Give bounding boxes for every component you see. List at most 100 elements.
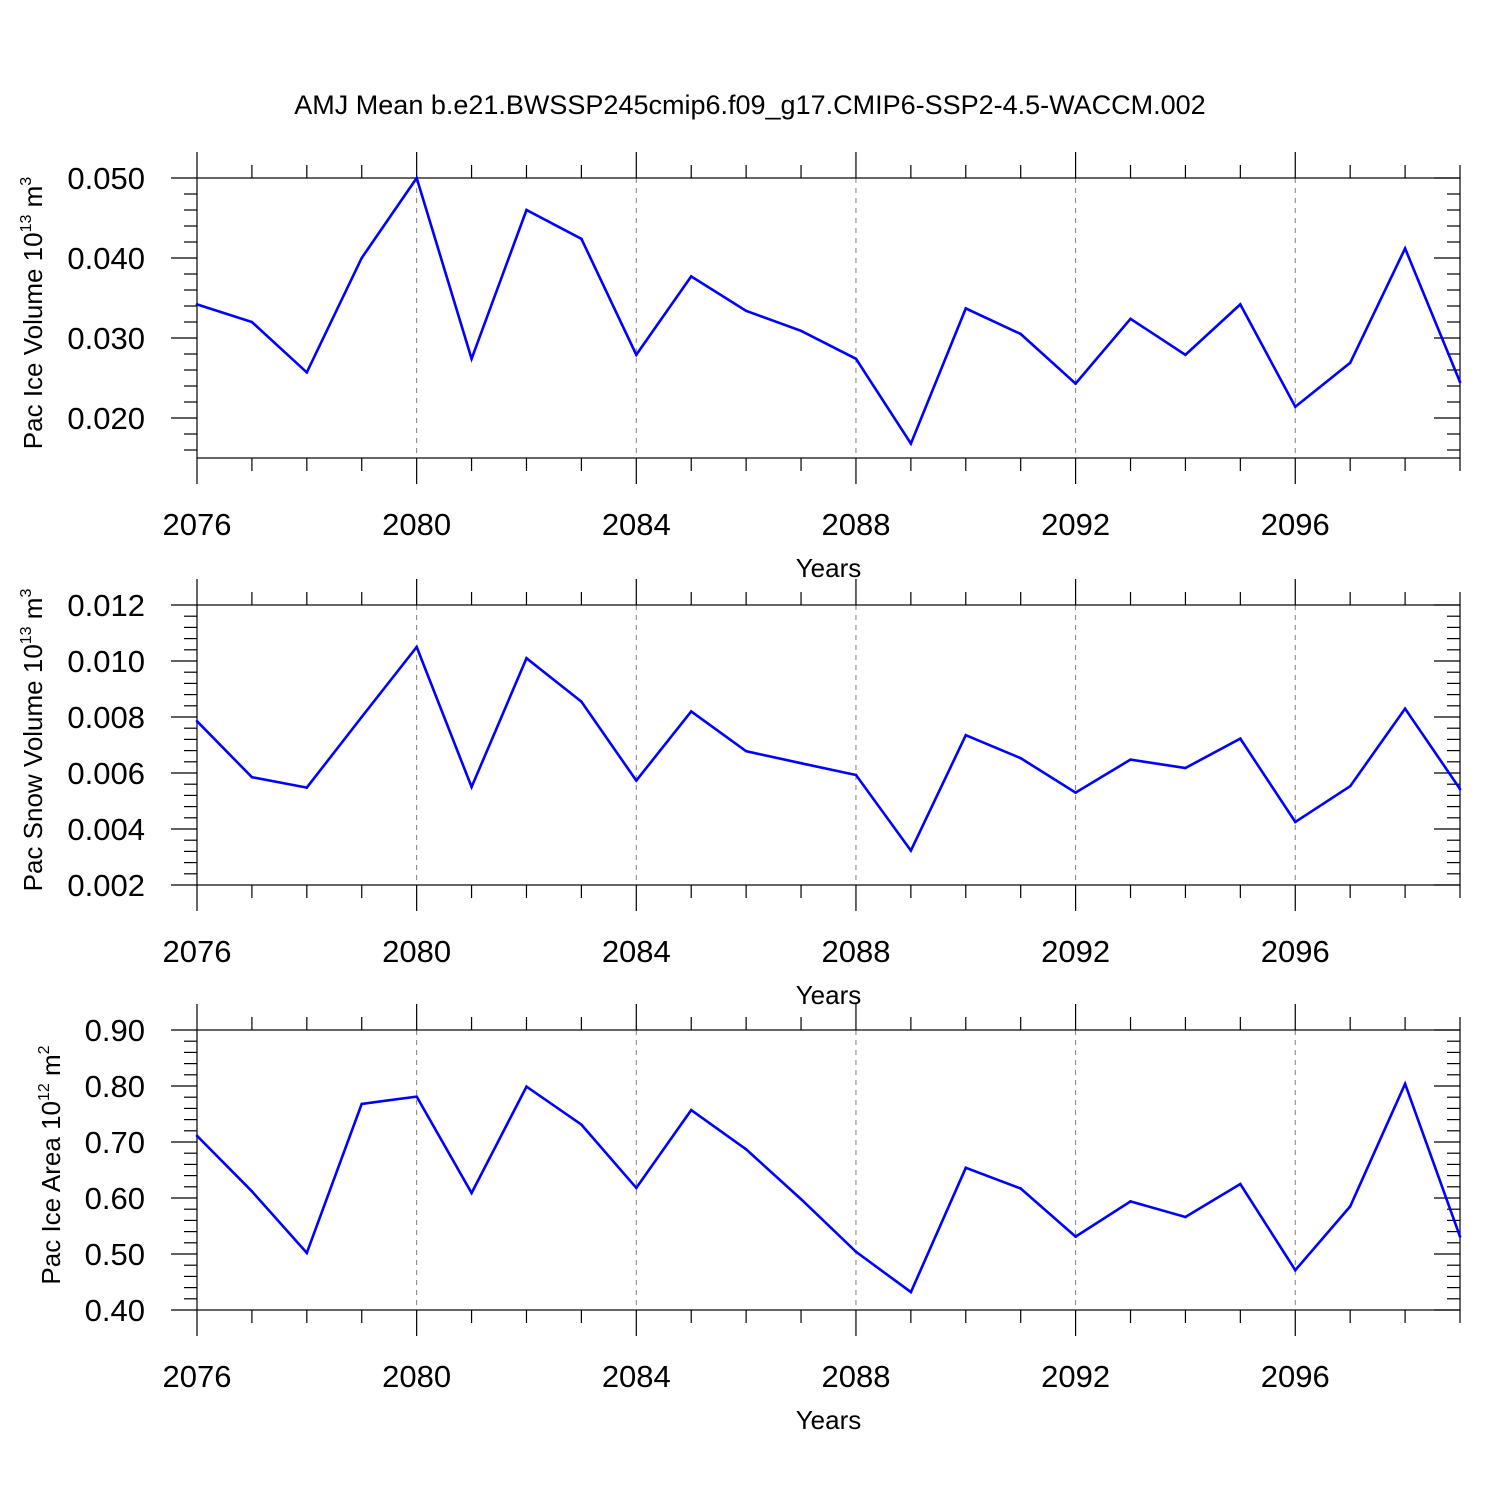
y-tick-label: 0.006 bbox=[67, 756, 145, 791]
x-tick-label: 2080 bbox=[382, 1359, 451, 1394]
x-tick-label: 2084 bbox=[602, 1359, 671, 1394]
data-point bbox=[635, 779, 638, 782]
data-point bbox=[1458, 787, 1462, 791]
data-point bbox=[1074, 791, 1077, 794]
y-tick-label: 0.90 bbox=[85, 1013, 145, 1048]
y-axis-label: Pac Snow Volume 1013 m3 bbox=[18, 589, 48, 892]
x-tick-label: 2088 bbox=[821, 507, 890, 542]
data-point bbox=[195, 719, 199, 723]
y-axis-label-exponent: 13 bbox=[18, 626, 35, 644]
x-tick-label: 2084 bbox=[602, 934, 671, 969]
x-tick-label: 2092 bbox=[1041, 507, 1110, 542]
x-tick-label: 2096 bbox=[1261, 507, 1330, 542]
data-point bbox=[799, 329, 803, 333]
x-tick-label: 2096 bbox=[1261, 934, 1330, 969]
y-axis-label: Pac Ice Area 1012 m2 bbox=[36, 1045, 66, 1284]
data-point bbox=[1403, 707, 1407, 710]
plot-frame bbox=[196, 1029, 1461, 1311]
panel-1: 0.020 0.030 0.040 0.050 2076 2080 2084 2088 2092… bbox=[18, 152, 1462, 583]
x-tick-label: 2076 bbox=[163, 934, 232, 969]
data-point bbox=[250, 775, 254, 779]
data-point bbox=[689, 1108, 693, 1112]
x-tick-label: 2088 bbox=[821, 1359, 890, 1394]
x-tick-label: 2080 bbox=[382, 507, 451, 542]
x-tick-label: 2080 bbox=[382, 934, 451, 969]
plot-frame bbox=[196, 177, 1461, 459]
y-tick-label: 0.020 bbox=[67, 401, 145, 436]
data-point bbox=[1019, 332, 1022, 336]
data-point bbox=[1239, 737, 1242, 740]
data-point bbox=[1074, 1235, 1077, 1238]
data-point bbox=[1348, 361, 1352, 365]
data-point bbox=[415, 1095, 418, 1098]
data-point bbox=[964, 1166, 968, 1170]
y-tick-label: 0.030 bbox=[67, 321, 145, 356]
data-point bbox=[1129, 1200, 1132, 1203]
data-point bbox=[360, 715, 364, 719]
data-point bbox=[1019, 756, 1022, 760]
data-point bbox=[470, 785, 473, 789]
series-line bbox=[196, 175, 1462, 447]
y-axis-label-exponent: 12 bbox=[36, 1083, 53, 1101]
data-point bbox=[1403, 1082, 1407, 1086]
data-point bbox=[1458, 380, 1462, 384]
x-axis-label: Years bbox=[796, 1405, 862, 1435]
data-point bbox=[250, 1189, 254, 1193]
y-tick-label: 0.004 bbox=[67, 812, 145, 847]
panel-3: 0.40 0.50 0.60 0.70 0.80 0.90 2076 2080 2084 2088… bbox=[36, 1004, 1462, 1435]
data-point bbox=[580, 1123, 583, 1126]
y-tick-label: 0.040 bbox=[67, 241, 145, 276]
x-tick-label: 2088 bbox=[821, 934, 890, 969]
y-axis-label-main: Pac Ice Volume 10 bbox=[18, 232, 48, 449]
data-point bbox=[415, 645, 418, 649]
data-point bbox=[1184, 353, 1187, 357]
y-axis-label-unit: m bbox=[18, 186, 48, 215]
y-tick-label: 0.008 bbox=[67, 700, 145, 735]
data-point bbox=[854, 773, 858, 777]
data-point bbox=[964, 307, 968, 310]
data-point bbox=[1184, 766, 1187, 770]
data-point bbox=[854, 1250, 858, 1254]
data-point bbox=[305, 371, 309, 374]
data-point bbox=[1403, 247, 1407, 250]
data-point bbox=[1239, 1182, 1242, 1186]
x-tick-label: 2076 bbox=[163, 507, 232, 542]
y-axis-label-unit: m bbox=[18, 598, 48, 627]
data-point bbox=[909, 442, 913, 445]
x-tick-label: 2096 bbox=[1261, 1359, 1330, 1394]
data-point bbox=[1458, 1235, 1462, 1238]
data-point bbox=[1293, 1268, 1297, 1272]
x-tick-label: 2084 bbox=[602, 507, 671, 542]
data-point bbox=[305, 1251, 309, 1255]
data-point bbox=[1184, 1215, 1187, 1219]
data-point bbox=[854, 357, 858, 361]
series-line bbox=[196, 1080, 1462, 1295]
y-tick-label: 0.010 bbox=[67, 644, 145, 679]
y-axis-label-exponent: 13 bbox=[18, 214, 35, 232]
data-point bbox=[415, 176, 418, 180]
data-point bbox=[360, 256, 364, 260]
data-point bbox=[635, 353, 638, 357]
data-point bbox=[1293, 405, 1297, 409]
panel-2: 0.002 0.004 0.006 0.008 0.010 0.012 2076 2080 20… bbox=[18, 579, 1462, 1010]
y-axis-label-unit-exponent: 2 bbox=[36, 1045, 53, 1054]
data-point bbox=[470, 1191, 473, 1195]
x-tick-label: 2076 bbox=[163, 1359, 232, 1394]
y-axis-label-unit-exponent: 3 bbox=[18, 589, 35, 598]
data-point bbox=[1074, 382, 1077, 385]
data-point bbox=[744, 309, 748, 313]
y-tick-label: 0.40 bbox=[85, 1293, 145, 1328]
y-axis-label-unit-exponent: 3 bbox=[18, 177, 35, 186]
y-axis-label: Pac Ice Volume 1013 m3 bbox=[18, 177, 48, 450]
series-line bbox=[196, 644, 1462, 854]
y-axis-label-main: Pac Ice Area 10 bbox=[36, 1101, 66, 1285]
data-point bbox=[744, 749, 748, 753]
plot-frame bbox=[196, 604, 1461, 886]
x-tick-label: 2092 bbox=[1041, 934, 1110, 969]
y-tick-label: 0.80 bbox=[85, 1069, 145, 1104]
data-point bbox=[689, 275, 693, 278]
data-point bbox=[1348, 1205, 1352, 1208]
y-tick-label: 0.002 bbox=[67, 868, 145, 903]
data-point bbox=[909, 849, 913, 852]
